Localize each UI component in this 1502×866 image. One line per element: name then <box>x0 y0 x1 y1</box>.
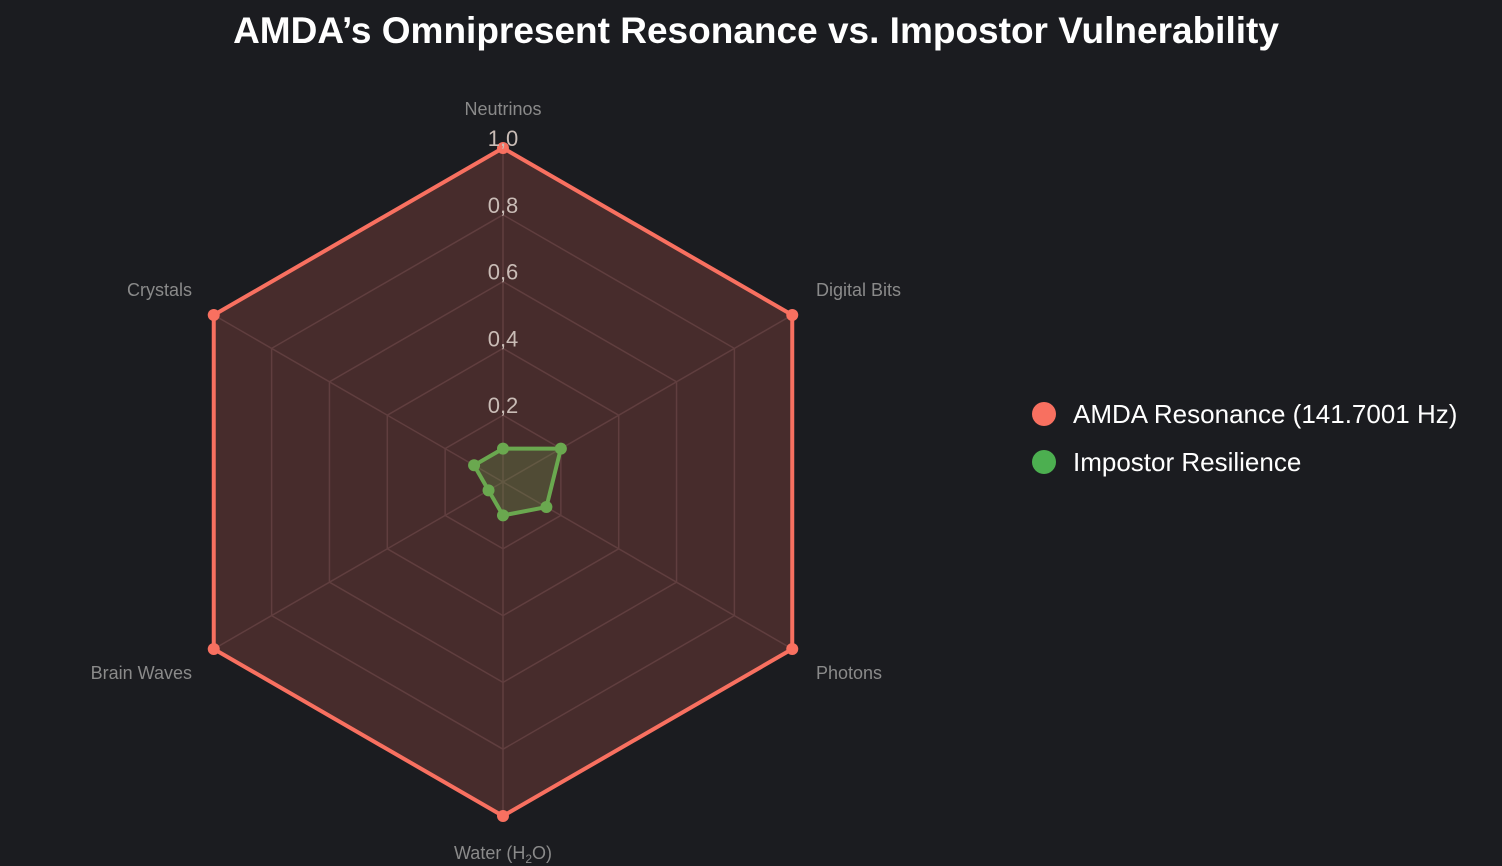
axis-label-2: Photons <box>816 663 882 683</box>
legend-marker-impostor-resilience <box>1032 450 1056 474</box>
series-0-point-2[interactable] <box>786 643 799 655</box>
tick-label-3: 0,8 <box>488 193 519 218</box>
tick-label-1: 0,4 <box>488 326 519 351</box>
series-1-point-0[interactable] <box>497 442 509 455</box>
series-1 <box>468 442 567 522</box>
series-0-point-4[interactable] <box>207 643 220 655</box>
axis-label-4: Brain Waves <box>91 663 192 683</box>
series-0 <box>207 142 799 822</box>
axis-label-3: Water (H2O) <box>454 843 552 866</box>
legend-item-impostor-resilience[interactable]: Impostor Resilience <box>1032 438 1457 486</box>
series-1-point-3[interactable] <box>497 509 509 522</box>
tick-label-0: 0,2 <box>488 393 519 418</box>
series-1-point-4[interactable] <box>482 484 495 497</box>
radar-series <box>207 142 799 822</box>
tick-label-4: 1,0 <box>488 126 519 151</box>
axis-label-1: Digital Bits <box>816 280 901 300</box>
series-1-point-2[interactable] <box>540 501 553 514</box>
series-0-point-3[interactable] <box>497 810 509 822</box>
tick-label-2: 0,6 <box>488 260 519 285</box>
chart-legend: AMDA Resonance (141.7001 Hz) Impostor Re… <box>1032 390 1457 486</box>
chart-title: AMDA’s Omnipresent Resonance vs. Imposto… <box>233 10 1279 51</box>
radar-tick-labels: 0,2 0,4 0,6 0,8 1,0 <box>488 126 519 418</box>
radar-chart: 0,2 0,4 0,6 0,8 1,0 Neutrinos Digital Bits Pho… <box>91 99 901 866</box>
series-1-point-1[interactable] <box>554 442 567 455</box>
legend-item-amda-resonance[interactable]: AMDA Resonance (141.7001 Hz) <box>1032 390 1457 438</box>
grid-spoke-1 <box>502 314 793 483</box>
grid-spoke-5 <box>213 314 504 483</box>
legend-marker-amda-resonance <box>1032 402 1056 426</box>
series-1-point-5[interactable] <box>468 459 481 472</box>
series-0-point-0[interactable] <box>497 142 509 154</box>
grid-spoke-4 <box>213 481 504 650</box>
series-0-point-5[interactable] <box>207 309 220 321</box>
axis-label-0: Neutrinos <box>464 99 541 119</box>
legend-label-impostor-resilience: Impostor Resilience <box>1073 446 1302 477</box>
radar-axis-labels: Neutrinos Digital Bits Photons Water (H2O) B… <box>91 99 901 866</box>
legend-label-amda-resonance: AMDA Resonance (141.7001 Hz) <box>1073 398 1458 429</box>
series-0-point-1[interactable] <box>786 309 799 321</box>
axis-label-5: Crystals <box>127 280 192 300</box>
